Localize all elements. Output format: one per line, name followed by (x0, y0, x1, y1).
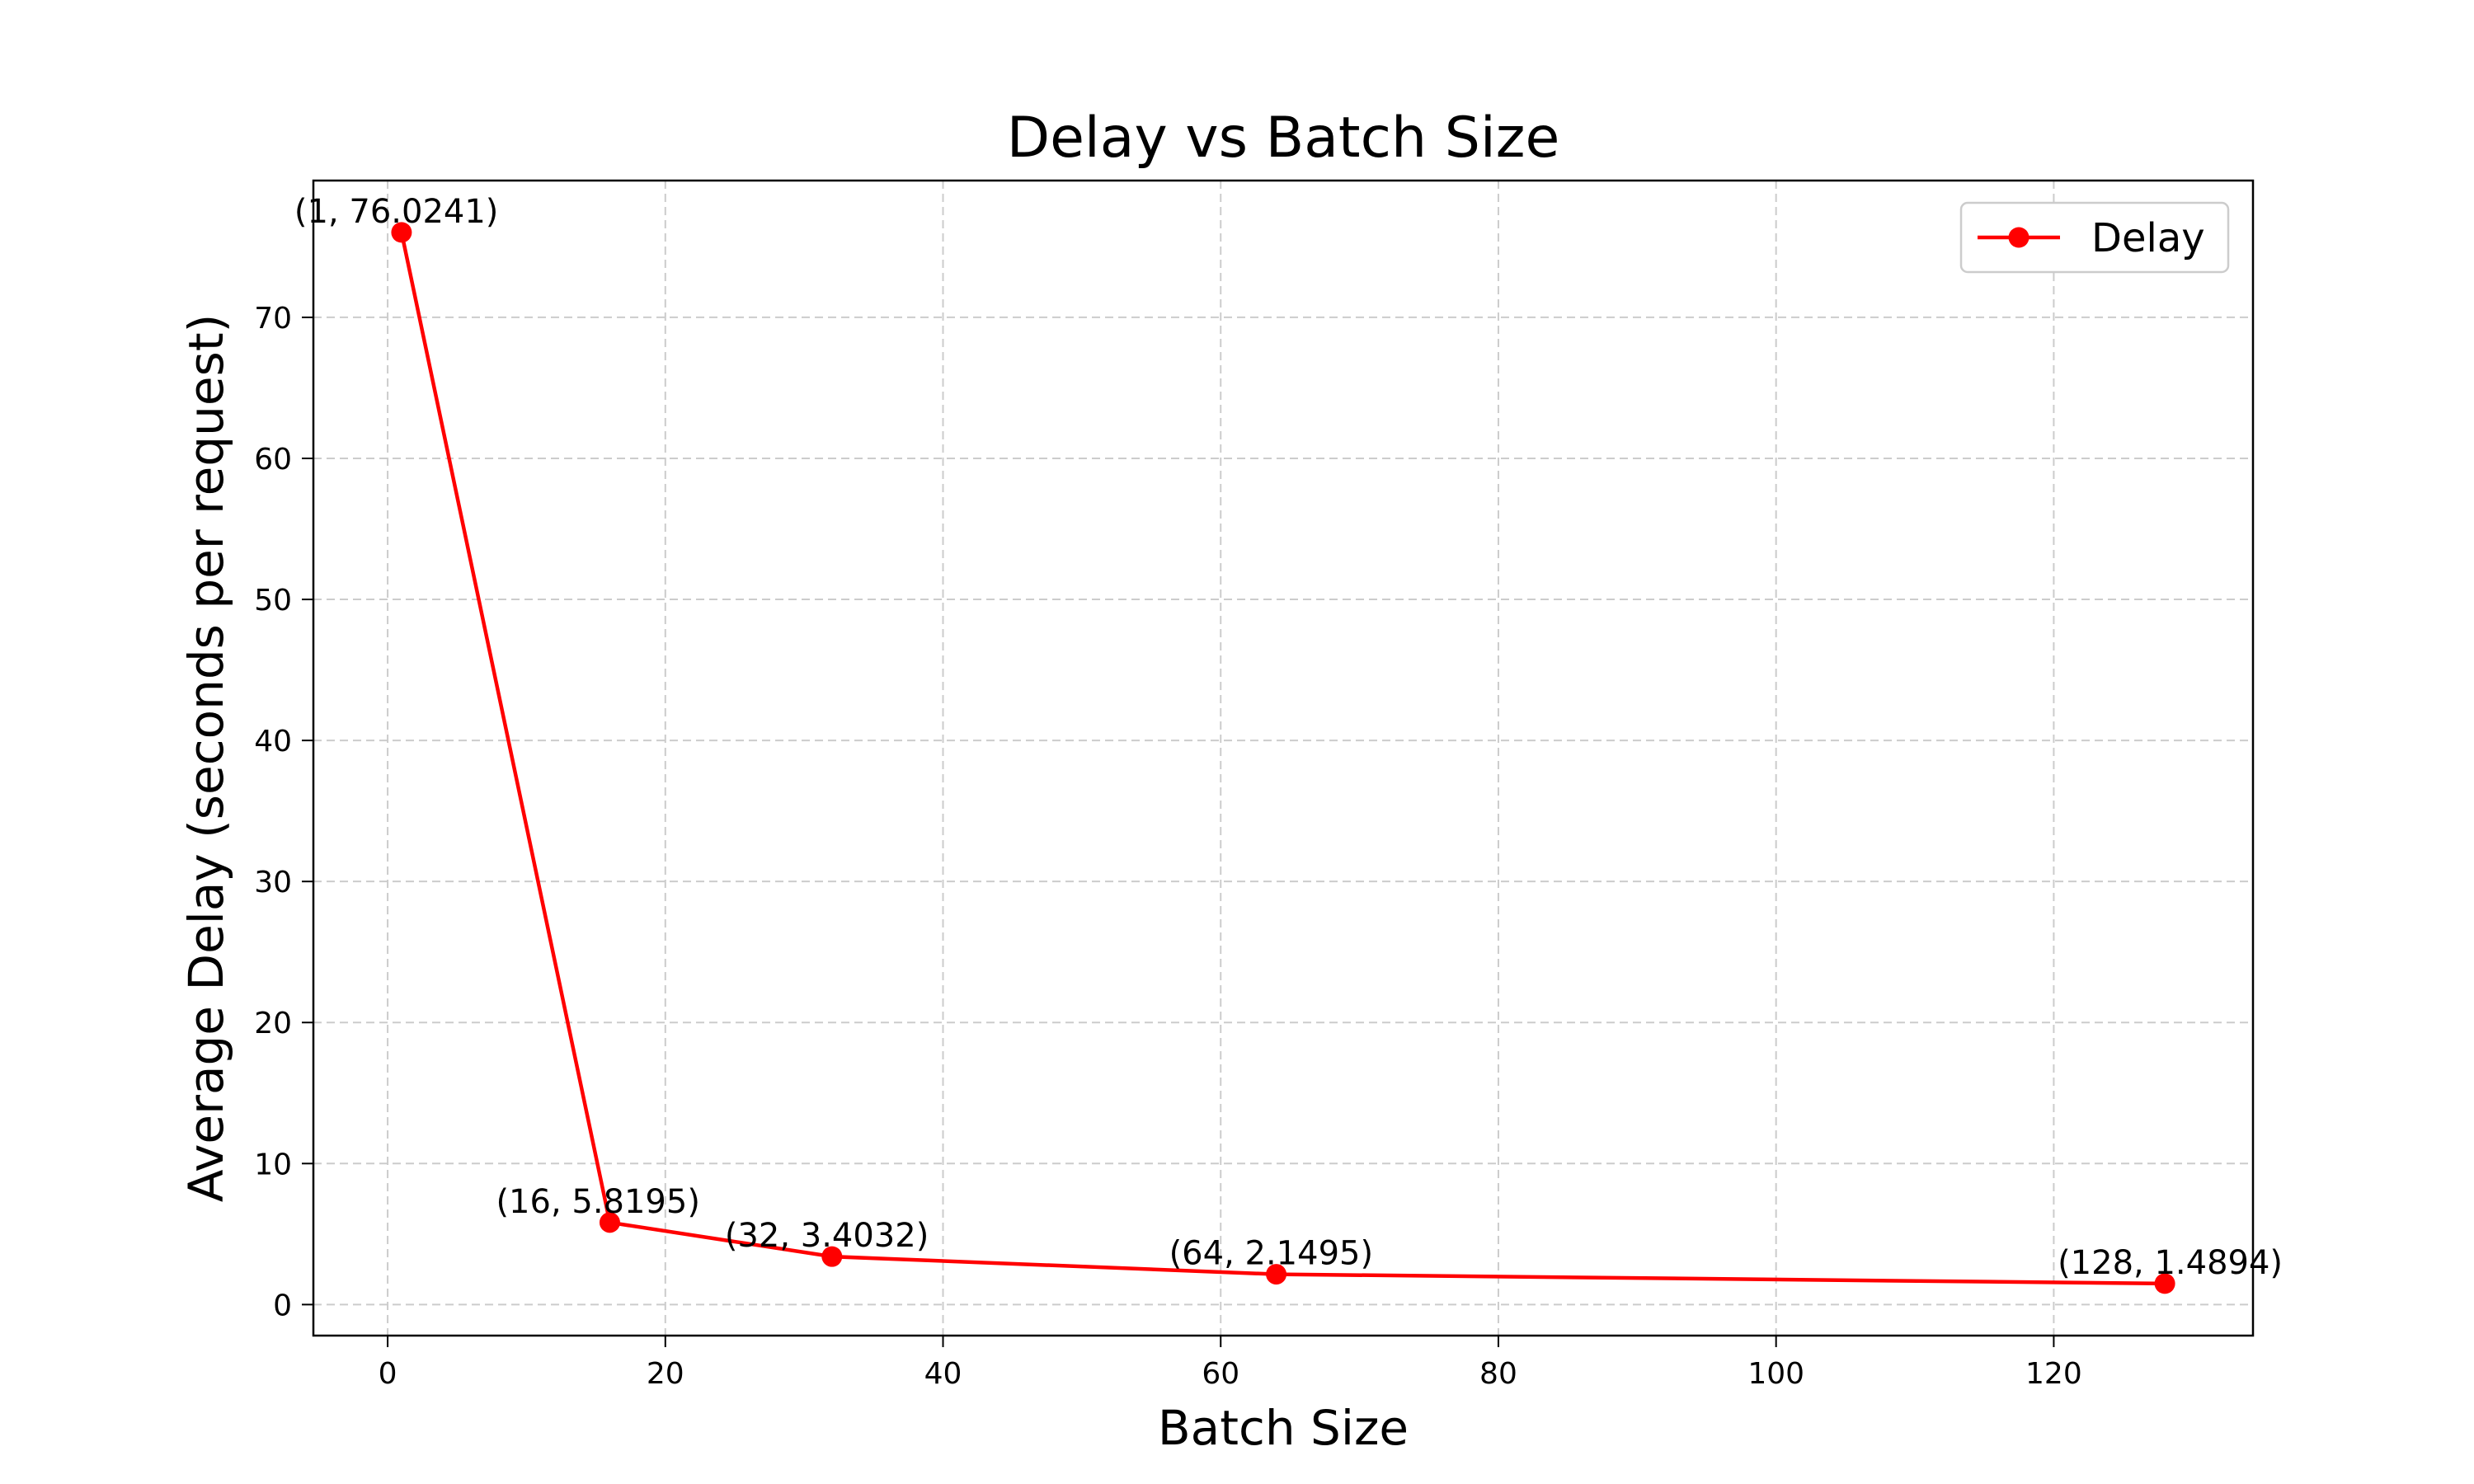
x-tick-label: 20 (647, 1357, 684, 1391)
y-tick-label: 30 (254, 866, 292, 899)
y-axis: 0 10 20 30 40 50 60 70 (254, 302, 313, 1322)
x-tick-label: 120 (2025, 1357, 2082, 1391)
data-label: (16, 5.8195) (496, 1183, 700, 1221)
y-axis-title: Average Delay (seconds per request) (178, 314, 234, 1202)
grid (313, 181, 2253, 1336)
data-label: (128, 1.4894) (2058, 1244, 2283, 1282)
data-point (599, 1212, 620, 1233)
x-tick-label: 80 (1479, 1357, 1517, 1391)
legend: Delay (1959, 201, 2230, 274)
plot-frame (312, 179, 2255, 1337)
series-layer: (1, 76.0241) (16, 5.8195) (32, 3.4032) (64,… (294, 193, 2283, 1294)
data-point (391, 222, 412, 243)
legend-label: Delay (2091, 215, 2205, 261)
x-tick-label: 60 (1202, 1357, 1239, 1391)
data-point (1266, 1264, 1287, 1285)
legend-marker (2008, 227, 2030, 248)
data-label: (1, 76.0241) (294, 193, 498, 231)
y-tick-label: 60 (254, 443, 292, 477)
y-tick-label: 0 (273, 1289, 292, 1322)
x-tick-label: 0 (379, 1357, 397, 1391)
y-tick-label: 10 (254, 1148, 292, 1181)
x-axis-title: Batch Size (1158, 1400, 1409, 1456)
plot-area (313, 181, 2253, 1336)
y-tick-label: 70 (254, 302, 292, 336)
chart-title: Delay vs Batch Size (1007, 106, 1560, 171)
legend-box (1959, 201, 2230, 274)
data-point (2154, 1273, 2175, 1294)
y-tick-label: 40 (254, 725, 292, 758)
y-tick-label: 50 (254, 584, 292, 618)
x-axis: 0 20 40 60 80 100 120 (379, 1336, 2082, 1391)
x-tick-label: 40 (924, 1357, 962, 1391)
data-point (821, 1246, 843, 1267)
y-tick-label: 20 (254, 1007, 292, 1040)
data-label: (32, 3.4032) (725, 1217, 929, 1255)
data-label: (64, 2.1495) (1169, 1235, 1374, 1273)
x-tick-label: 100 (1747, 1357, 1804, 1391)
